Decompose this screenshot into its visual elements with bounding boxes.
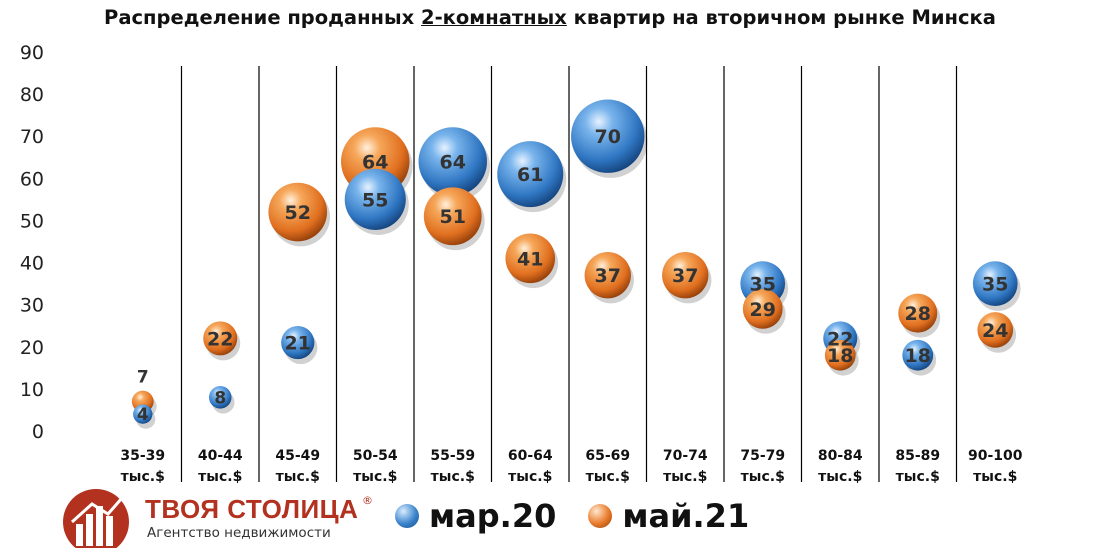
bubble-may21 <box>662 252 709 299</box>
x-tick-label: тыс.$ <box>276 469 320 485</box>
data-label: 70 <box>595 126 621 148</box>
y-tick-label: 80 <box>20 84 44 106</box>
y-tick-label: 70 <box>20 126 44 148</box>
x-tick-label: 50-54 <box>353 448 398 464</box>
y-tick-label: 50 <box>20 210 44 232</box>
y-tick-label: 40 <box>20 253 44 275</box>
x-tick-label: 75-79 <box>740 448 785 464</box>
y-tick-label: 60 <box>20 168 44 190</box>
x-tick-label: тыс.$ <box>818 469 862 485</box>
data-label: 21 <box>285 333 311 355</box>
bubble-mar20 <box>281 325 315 360</box>
x-tick-label: 80-84 <box>818 448 863 464</box>
bubble-mar20 <box>133 404 153 424</box>
y-tick-label: 10 <box>20 379 44 401</box>
x-tick-label: 35-39 <box>120 448 165 464</box>
data-label: 55 <box>362 189 388 211</box>
data-label: 37 <box>672 265 698 287</box>
data-label: 18 <box>905 345 931 367</box>
x-tick-label: тыс.$ <box>508 469 552 485</box>
data-label: 37 <box>595 265 621 287</box>
data-label: 29 <box>750 299 776 321</box>
bubble-may21 <box>898 293 938 333</box>
x-tick-label: тыс.$ <box>663 469 707 485</box>
data-label: 64 <box>440 151 466 173</box>
data-label: 52 <box>285 202 311 224</box>
x-tick-label: 55-59 <box>430 448 475 464</box>
bubble-mar20 <box>571 99 645 173</box>
x-tick-label: 90-100 <box>968 448 1023 464</box>
bubble-mar20 <box>497 141 564 208</box>
x-tick-label: тыс.$ <box>121 469 165 485</box>
x-tick-label: 40-44 <box>198 448 243 464</box>
x-tick-label: тыс.$ <box>586 469 630 485</box>
legend-item-mar20: мар.20 <box>395 497 556 535</box>
legend: мар.20 май.21 <box>395 496 781 536</box>
data-label: 28 <box>905 303 931 325</box>
data-label: 4 <box>137 405 149 425</box>
data-label: 41 <box>517 248 543 270</box>
data-label: 8 <box>214 388 226 408</box>
x-tick-label: тыс.$ <box>973 469 1017 485</box>
x-tick-label: тыс.$ <box>198 469 242 485</box>
legend-marker-mar20 <box>395 504 419 528</box>
x-tick-label: 60-64 <box>508 448 553 464</box>
data-label: 35 <box>750 274 776 296</box>
title-suffix: квартир на вторичном рынке Минска <box>566 6 996 29</box>
data-label: 22 <box>207 328 233 350</box>
bubble-may21 <box>977 312 1014 348</box>
bubble-mar20 <box>972 261 1018 306</box>
data-label: 61 <box>517 164 543 186</box>
data-label: 35 <box>982 274 1008 296</box>
data-label: 22 <box>827 328 853 350</box>
bubble-may21 <box>824 339 856 371</box>
chart-title: Распределение проданных 2-комнатных квар… <box>0 6 1100 29</box>
y-tick-label: 30 <box>20 295 44 317</box>
x-tick-label: тыс.$ <box>353 469 397 485</box>
y-tick-label: 20 <box>20 337 44 359</box>
bubble-may21 <box>505 233 556 284</box>
brand-tagline: Агентство недвижимости <box>147 525 331 541</box>
legend-label-may21: май.21 <box>622 497 750 535</box>
legend-label-mar20: мар.20 <box>429 497 557 535</box>
data-label: 7 <box>137 368 149 388</box>
legend-marker-may21 <box>588 504 613 528</box>
bubble-may21 <box>584 252 631 299</box>
bubble-mar20 <box>208 386 232 409</box>
y-tick-label: 0 <box>32 421 44 443</box>
y-tick-label: 90 <box>20 42 44 64</box>
x-tick-label: 65-69 <box>585 448 630 464</box>
title-prefix: Распределение проданных <box>104 6 422 29</box>
bubble-mar20 <box>902 339 934 371</box>
x-tick-label: тыс.$ <box>896 469 940 485</box>
bubble-may21 <box>742 288 783 329</box>
x-tick-label: тыс.$ <box>431 469 475 485</box>
bubble-mar20 <box>344 168 406 230</box>
bubble-mar20 <box>418 127 487 196</box>
data-label: 24 <box>982 320 1008 342</box>
bubble-chart: 0 10 20 30 40 50 60 70 80 90 35-39 тыс.$ 40-44 тыс.$ 4… <box>20 42 1023 485</box>
x-tick-label: тыс.$ <box>741 469 785 485</box>
data-label: 18 <box>827 345 853 367</box>
x-tick-label: 70-74 <box>663 448 708 464</box>
x-tick-label: 85-89 <box>895 448 940 464</box>
title-underlined: 2-комнатных <box>421 6 567 29</box>
brand-name: ТВОЯ СТОЛИЦА <box>145 494 359 524</box>
data-label: 51 <box>440 206 466 228</box>
legend-item-may21: май.21 <box>588 497 749 535</box>
data-label: 64 <box>362 151 388 173</box>
company-logo <box>63 489 129 548</box>
bubble-may21 <box>268 182 328 242</box>
bubble-may21 <box>203 321 238 356</box>
bubble-may21 <box>423 187 482 246</box>
x-tick-label: 45-49 <box>275 448 320 464</box>
brand-registered-mark: ® <box>362 494 373 507</box>
